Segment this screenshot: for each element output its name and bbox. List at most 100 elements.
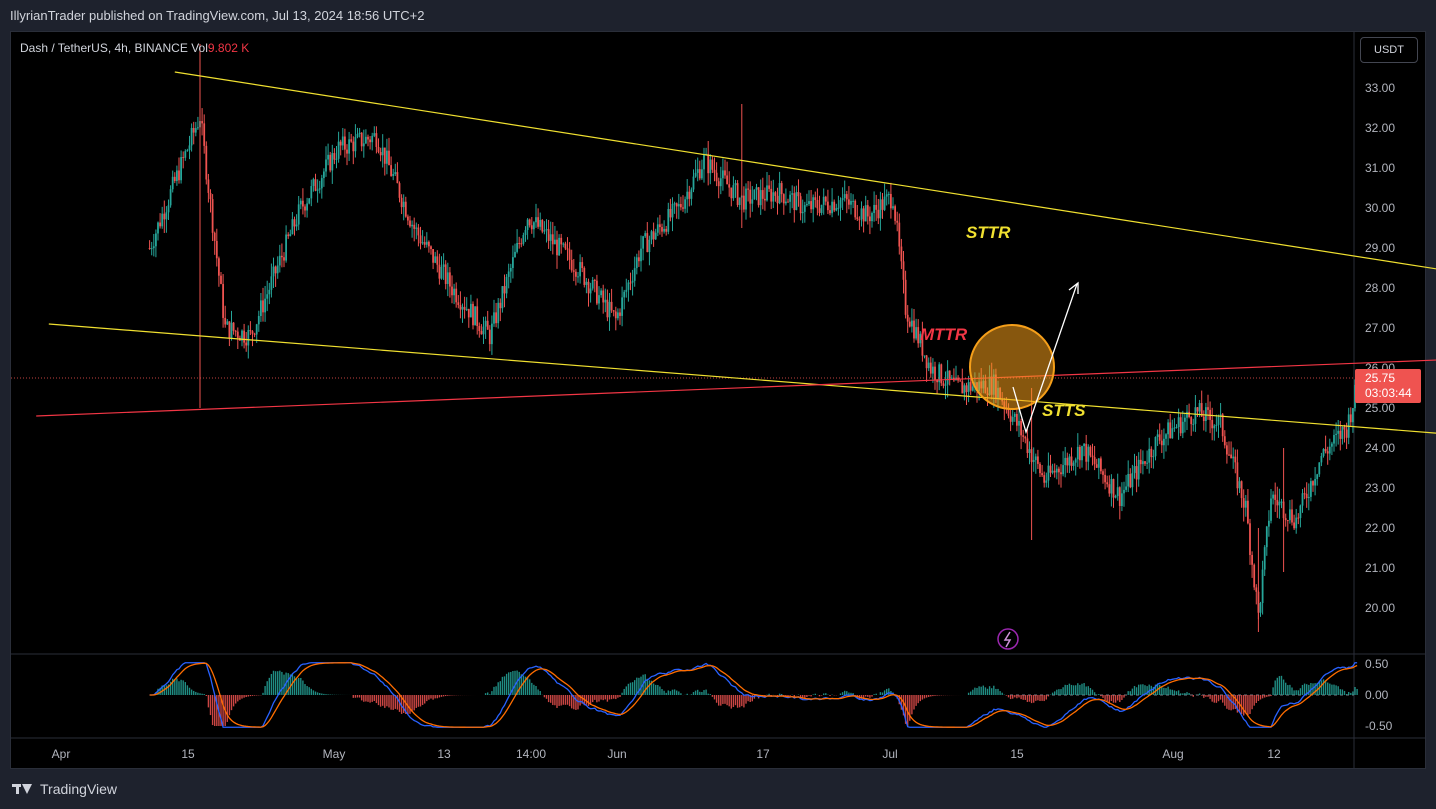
footer-brand[interactable]: TradingView <box>12 781 117 797</box>
currency-button[interactable]: USDT <box>1360 37 1418 63</box>
candle-body <box>1049 465 1052 473</box>
candle-body <box>904 279 907 315</box>
candle-body <box>713 169 716 173</box>
candle-body <box>1068 456 1071 466</box>
candle-body <box>1110 479 1113 494</box>
annotation-stts[interactable]: STTS <box>1042 401 1086 420</box>
candle-body <box>707 153 710 174</box>
candle-body <box>539 219 542 227</box>
candle-body <box>234 330 237 332</box>
candle-body <box>682 207 684 209</box>
candle-body <box>262 300 264 313</box>
candle-body <box>1053 470 1056 473</box>
candle-body <box>892 206 894 209</box>
candle-body <box>1026 438 1029 453</box>
candle-body <box>556 239 558 256</box>
trendline-mttr[interactable] <box>36 344 1436 417</box>
candle-body <box>1293 522 1295 529</box>
symbol-legend[interactable]: Dash / TetherUS, 4h, BINANCE Vol9.802 K <box>20 41 249 55</box>
candle-body <box>1160 440 1163 446</box>
candle-body <box>1106 482 1109 485</box>
time-tick-label: 15 <box>1010 747 1024 761</box>
candle-body <box>230 322 233 339</box>
candle-body <box>726 175 728 185</box>
candle-body <box>948 370 951 379</box>
candle-body <box>1345 429 1348 438</box>
candle-body <box>167 205 170 213</box>
candle-body <box>755 187 758 190</box>
candle-body <box>383 147 386 164</box>
candle-body <box>684 199 686 209</box>
annotation-sttr[interactable]: STTR <box>966 223 1011 242</box>
candle-body <box>333 153 336 160</box>
candle-body <box>671 203 674 218</box>
candle-body <box>1341 426 1344 439</box>
lightning-icon[interactable] <box>997 628 1019 650</box>
candle-body <box>596 280 598 304</box>
candle-body <box>1343 426 1346 430</box>
candle-body <box>371 135 374 143</box>
candle-body <box>1261 569 1264 604</box>
candle-body <box>1213 425 1216 429</box>
breakout-circle[interactable] <box>969 324 1055 410</box>
candle-body <box>228 321 231 339</box>
candle-body <box>734 183 737 186</box>
candle-body <box>390 165 392 176</box>
candle-body <box>751 199 754 204</box>
candle-body <box>1200 403 1203 417</box>
candle-body <box>822 196 825 205</box>
candle-body <box>1158 434 1161 441</box>
candle-body <box>165 212 168 220</box>
candle-body <box>591 279 594 289</box>
candle-body <box>730 187 733 199</box>
candle-body <box>906 314 909 322</box>
candle-body <box>495 312 497 324</box>
candle-body <box>533 222 535 230</box>
time-tick-label: Aug <box>1162 747 1183 761</box>
candle-body <box>1087 446 1090 462</box>
price-tick-label: 33.00 <box>1365 81 1395 95</box>
candle-body <box>1223 436 1226 446</box>
candle-body <box>843 194 846 199</box>
trendline-stts[interactable] <box>48 323 1436 436</box>
candle-body <box>1265 526 1268 548</box>
candle-body <box>213 232 216 241</box>
candle-body <box>1295 517 1298 529</box>
candle-body <box>827 201 829 211</box>
candle-body <box>524 229 527 235</box>
candle-body <box>1221 414 1224 437</box>
trendline-sttr[interactable] <box>174 71 1436 304</box>
candle-body <box>919 333 922 344</box>
candle-body <box>451 286 453 296</box>
chart-frame[interactable] <box>10 31 1426 769</box>
candle-body <box>927 362 930 369</box>
candle-body <box>686 191 689 200</box>
candle-body <box>339 141 342 146</box>
price-tick-label: 22.00 <box>1365 521 1395 535</box>
candle-body <box>1137 459 1140 480</box>
candle-body <box>1215 424 1218 426</box>
projection-arrow[interactable] <box>1012 283 1078 435</box>
candle-body <box>814 197 817 200</box>
candle-body <box>1127 473 1130 487</box>
candle-body <box>619 312 621 316</box>
candle-body <box>581 262 584 268</box>
candle-body <box>560 237 563 245</box>
candle-body <box>568 249 571 260</box>
candle-body <box>1324 449 1327 452</box>
candle-body <box>1289 509 1291 521</box>
candle-body <box>1070 456 1073 466</box>
candle-body <box>1272 494 1274 499</box>
annotation-mttr[interactable]: MTTR <box>920 325 968 344</box>
candle-body <box>190 127 193 146</box>
candle-body <box>776 195 779 204</box>
candle-body <box>236 331 239 338</box>
candle-body <box>251 331 254 334</box>
candle-body <box>570 259 573 271</box>
candle-body <box>879 199 882 219</box>
candle-body <box>1276 499 1279 506</box>
candle-body <box>446 272 449 284</box>
candle-body <box>1142 461 1144 465</box>
candle-body <box>463 306 466 310</box>
